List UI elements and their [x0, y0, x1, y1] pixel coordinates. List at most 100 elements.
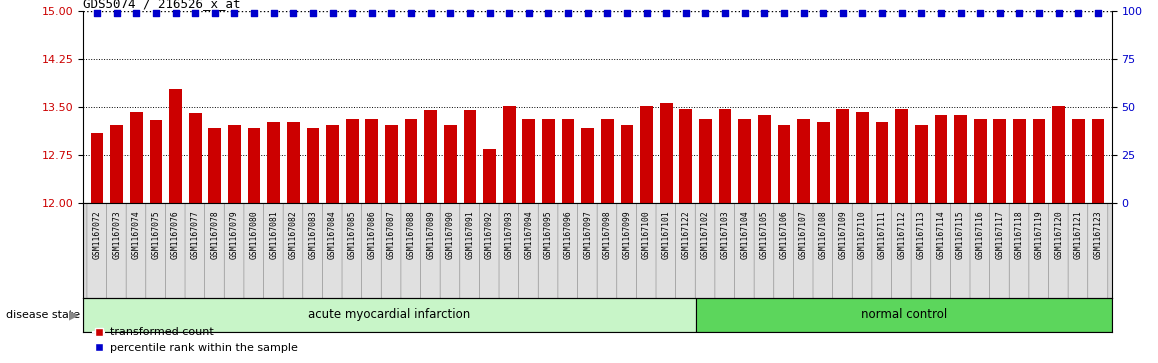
Bar — [542, 119, 555, 203]
Bar — [719, 109, 732, 203]
FancyBboxPatch shape — [146, 203, 166, 299]
Point — [540, 10, 558, 16]
FancyBboxPatch shape — [911, 203, 931, 299]
FancyBboxPatch shape — [734, 203, 755, 299]
FancyBboxPatch shape — [990, 203, 1010, 299]
Point — [88, 10, 107, 16]
FancyBboxPatch shape — [931, 203, 951, 299]
Text: GSM1167093: GSM1167093 — [505, 210, 514, 258]
Bar — [90, 133, 103, 203]
Point — [716, 10, 734, 16]
Bar — [699, 119, 712, 203]
FancyBboxPatch shape — [578, 203, 598, 299]
Bar — [346, 119, 359, 203]
Bar — [1053, 106, 1065, 203]
Bar — [189, 114, 201, 203]
Text: GSM1167073: GSM1167073 — [112, 210, 122, 258]
Text: GSM1167074: GSM1167074 — [132, 210, 141, 258]
Text: GSM1167098: GSM1167098 — [603, 210, 611, 258]
Text: GSM1167103: GSM1167103 — [720, 210, 730, 258]
Text: GSM1167097: GSM1167097 — [584, 210, 592, 258]
Text: GSM1167114: GSM1167114 — [937, 210, 945, 258]
FancyBboxPatch shape — [1048, 203, 1069, 299]
Point — [303, 10, 322, 16]
Text: GSM1167102: GSM1167102 — [701, 210, 710, 258]
FancyBboxPatch shape — [558, 203, 578, 299]
Text: GSM1167088: GSM1167088 — [406, 210, 416, 258]
Bar — [696, 298, 1112, 332]
Text: GSM1167084: GSM1167084 — [328, 210, 337, 258]
FancyBboxPatch shape — [440, 203, 460, 299]
Bar — [758, 115, 771, 203]
Text: normal control: normal control — [860, 309, 947, 321]
FancyBboxPatch shape — [852, 203, 872, 299]
Bar — [169, 89, 182, 203]
Text: GSM1167089: GSM1167089 — [426, 210, 435, 258]
FancyBboxPatch shape — [1068, 203, 1089, 299]
Text: GSM1167116: GSM1167116 — [976, 210, 984, 258]
Bar — [935, 115, 947, 203]
Bar — [444, 125, 456, 203]
Bar — [327, 125, 339, 203]
Point — [167, 10, 185, 16]
FancyBboxPatch shape — [205, 203, 225, 299]
Point — [1069, 10, 1087, 16]
Point — [794, 10, 813, 16]
Bar — [1013, 119, 1026, 203]
Point — [637, 10, 655, 16]
Text: acute myocardial infarction: acute myocardial infarction — [308, 309, 470, 321]
Point — [402, 10, 420, 16]
Point — [225, 10, 243, 16]
Bar — [640, 106, 653, 203]
FancyBboxPatch shape — [657, 203, 676, 299]
FancyBboxPatch shape — [1028, 203, 1049, 299]
FancyBboxPatch shape — [361, 203, 382, 299]
Point — [873, 10, 892, 16]
FancyBboxPatch shape — [714, 203, 735, 299]
Text: GSM1167076: GSM1167076 — [171, 210, 181, 258]
Bar — [660, 103, 673, 203]
FancyBboxPatch shape — [675, 203, 696, 299]
FancyBboxPatch shape — [107, 203, 126, 299]
Point — [284, 10, 302, 16]
FancyBboxPatch shape — [833, 203, 852, 299]
Text: GSM1167105: GSM1167105 — [760, 210, 769, 258]
Point — [382, 10, 401, 16]
Bar — [83, 298, 696, 332]
Bar — [601, 119, 614, 203]
Text: GSM1167106: GSM1167106 — [779, 210, 789, 258]
Text: GSM1167104: GSM1167104 — [740, 210, 749, 258]
Point — [913, 10, 931, 16]
Point — [834, 10, 852, 16]
Bar — [562, 119, 574, 203]
Point — [990, 10, 1009, 16]
Text: GSM1167118: GSM1167118 — [1014, 210, 1024, 258]
Point — [952, 10, 970, 16]
Text: GSM1167086: GSM1167086 — [367, 210, 376, 258]
FancyBboxPatch shape — [1087, 203, 1108, 299]
Text: GSM1167081: GSM1167081 — [269, 210, 278, 258]
FancyBboxPatch shape — [754, 203, 775, 299]
Text: GSM1167109: GSM1167109 — [838, 210, 848, 258]
Point — [147, 10, 166, 16]
Bar — [974, 119, 987, 203]
Point — [206, 10, 225, 16]
FancyBboxPatch shape — [499, 203, 519, 299]
Bar — [954, 115, 967, 203]
Bar — [405, 119, 418, 203]
Bar — [307, 128, 320, 203]
Bar — [130, 112, 142, 203]
Bar — [856, 112, 868, 203]
FancyBboxPatch shape — [126, 203, 146, 299]
Text: GSM1167072: GSM1167072 — [93, 210, 102, 258]
Point — [676, 10, 695, 16]
Bar — [228, 125, 241, 203]
Bar — [483, 149, 496, 203]
FancyBboxPatch shape — [892, 203, 911, 299]
FancyBboxPatch shape — [1010, 203, 1029, 299]
Point — [422, 10, 440, 16]
Text: GSM1167079: GSM1167079 — [230, 210, 239, 258]
Bar — [503, 106, 515, 203]
Bar — [248, 128, 261, 203]
Point — [598, 10, 616, 16]
